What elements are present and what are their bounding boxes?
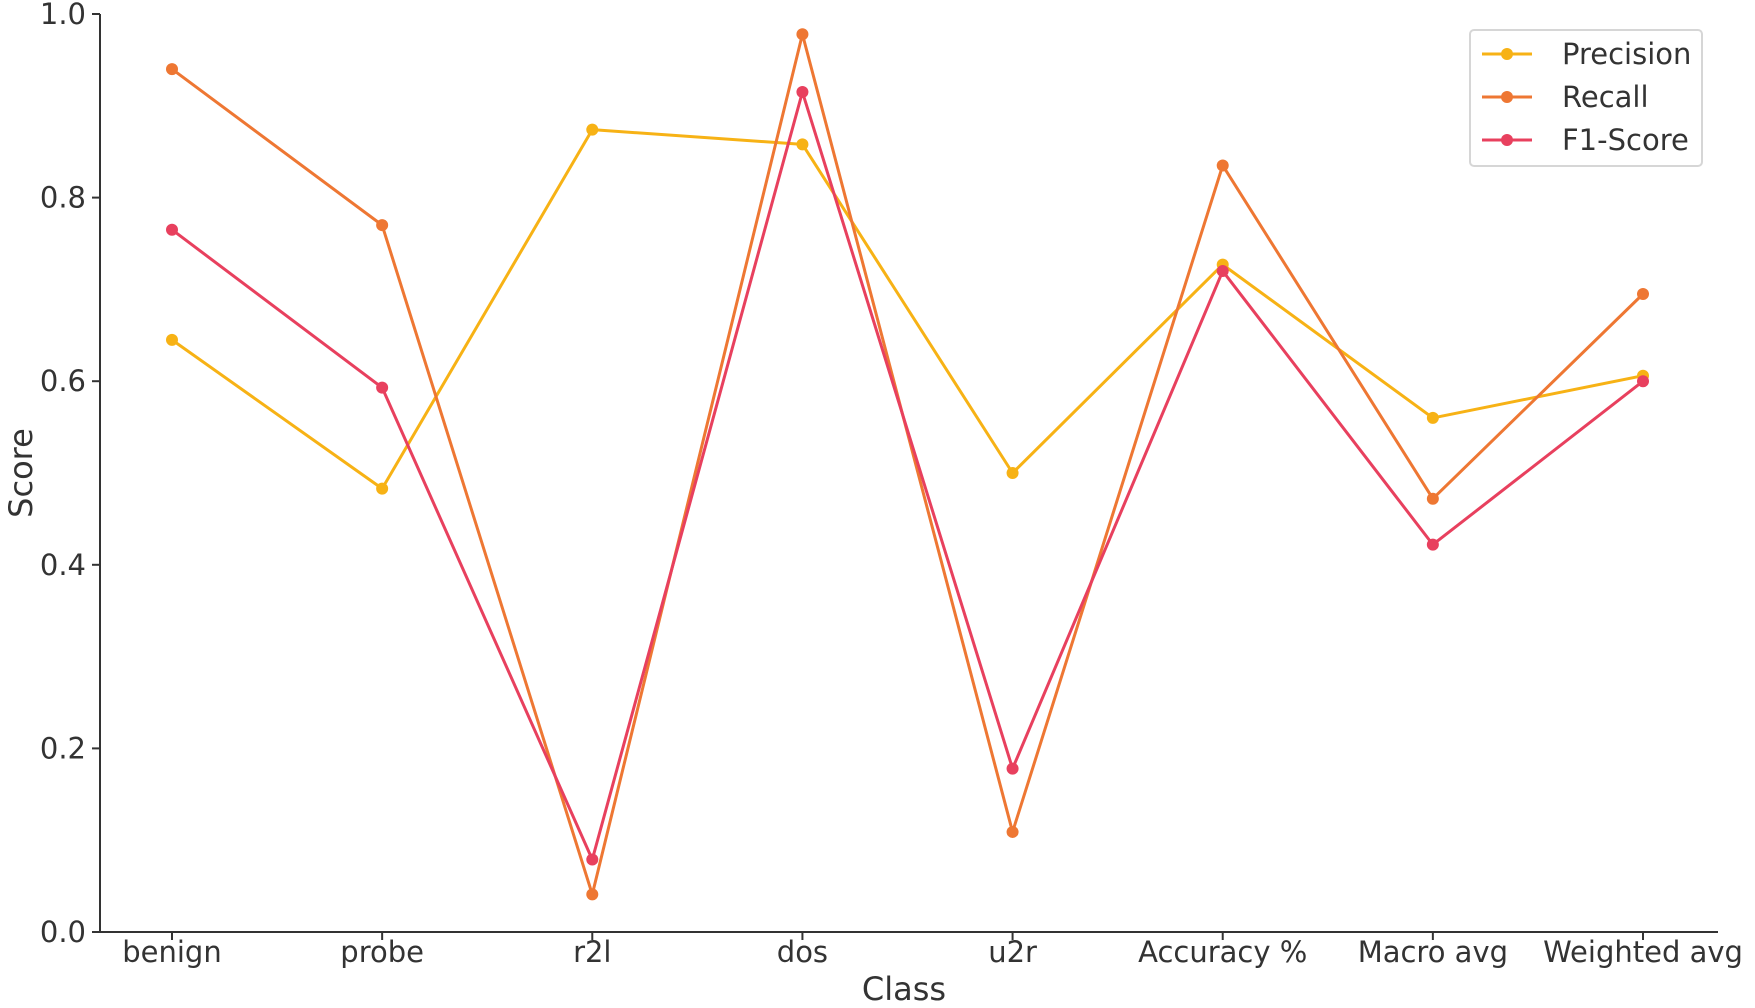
series-f1-score xyxy=(166,86,1649,866)
series-layer xyxy=(166,28,1649,901)
data-point xyxy=(376,482,389,495)
data-point xyxy=(166,63,178,76)
y-ticks: 0.0 0.2 0.4 0.6 0.8 1.0 xyxy=(40,0,100,949)
series-line xyxy=(171,128,1644,491)
y-tick-label: 1.0 xyxy=(40,0,86,31)
data-point xyxy=(376,381,389,394)
legend-item: Recall xyxy=(1482,80,1649,114)
y-tick-label: 0.0 xyxy=(40,915,86,949)
legend-marker xyxy=(1501,48,1513,60)
data-point xyxy=(1426,492,1439,505)
legend-label: Recall xyxy=(1562,80,1649,114)
legend-label: F1-Score xyxy=(1562,123,1689,157)
data-point xyxy=(1006,467,1019,479)
series-line xyxy=(171,32,1645,896)
data-point xyxy=(796,138,809,151)
legend-marker xyxy=(1501,134,1513,146)
data-point xyxy=(1426,411,1439,424)
x-tick-label: Weighted avg xyxy=(1543,935,1743,969)
legend-marker xyxy=(1501,91,1513,103)
x-tick-label: r2l xyxy=(573,935,611,969)
axes: 0.0 0.2 0.4 0.6 0.8 1.0 benign probe r2l dos u2r A… xyxy=(40,0,1743,969)
data-point xyxy=(1216,159,1229,172)
series-recall xyxy=(166,28,1649,901)
x-tick-label: u2r xyxy=(988,935,1037,969)
data-point xyxy=(1216,265,1229,278)
x-tick-label: Accuracy % xyxy=(1138,935,1307,969)
legend-items: Precision Recall F1-Score xyxy=(1482,37,1691,157)
x-tick-label: dos xyxy=(777,935,828,969)
y-tick-label: 0.8 xyxy=(40,181,86,215)
data-point xyxy=(586,123,599,136)
x-axis-title: Class xyxy=(862,970,946,1008)
data-point xyxy=(1426,538,1439,551)
data-point xyxy=(796,28,809,41)
legend-label: Precision xyxy=(1562,37,1691,71)
data-point xyxy=(166,223,178,236)
legend-item: Precision xyxy=(1482,37,1691,71)
series-precision xyxy=(166,123,1649,495)
y-tick-label: 0.4 xyxy=(40,548,86,582)
x-tick-label: Macro avg xyxy=(1358,935,1508,969)
legend: Precision Recall F1-Score xyxy=(1469,29,1703,167)
legend-item: F1-Score xyxy=(1482,123,1689,157)
x-tick-label: probe xyxy=(340,935,424,969)
data-point xyxy=(166,333,178,346)
y-axis-title: Score xyxy=(2,428,40,518)
data-point xyxy=(1637,375,1649,388)
data-point xyxy=(1006,762,1019,775)
data-point xyxy=(376,219,389,232)
x-ticks: benign probe r2l dos u2r Accuracy % Macro avg W… xyxy=(122,932,1743,969)
data-point xyxy=(1637,287,1649,300)
data-point xyxy=(1006,825,1019,838)
y-tick-label: 0.6 xyxy=(40,364,86,398)
legend-box xyxy=(1469,29,1703,167)
data-point xyxy=(586,888,599,901)
series-line xyxy=(171,90,1644,861)
data-point xyxy=(796,86,809,99)
y-tick-label: 0.2 xyxy=(40,731,86,765)
data-point xyxy=(586,853,599,866)
x-tick-label: benign xyxy=(122,935,221,969)
